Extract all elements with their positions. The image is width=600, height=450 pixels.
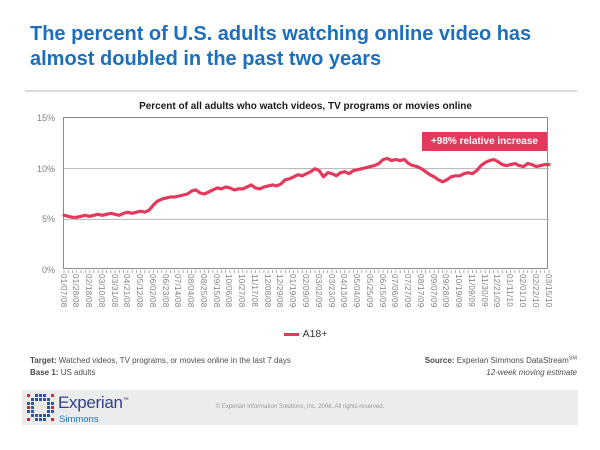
x-ticks <box>63 270 550 273</box>
source-line: Source: Experian Simmons DataStreamSM <box>425 355 577 367</box>
x-tick-label: 03/23/09 <box>326 274 336 308</box>
series-line <box>62 156 551 219</box>
target-base-note: Target: Watched videos, TV programs, or … <box>30 355 291 378</box>
x-tick-label: 12/21/09 <box>492 274 502 308</box>
x-tick-label: 12/08/08 <box>262 274 272 308</box>
x-tick-label: 09/28/09 <box>441 274 451 308</box>
x-tick-label: 02/01/10 <box>517 274 527 308</box>
chart-title: Percent of all adults who watch videos, … <box>139 101 472 112</box>
x-tick-label: 11/30/09 <box>479 274 489 307</box>
x-tick-label: 09/07/09 <box>428 274 438 308</box>
x-tick-label: 04/13/09 <box>339 274 349 308</box>
x-tick-label: 07/06/09 <box>390 274 400 308</box>
x-tick-label: 12/29/08 <box>275 274 285 308</box>
experian-wordmark: Experian™ <box>58 393 129 413</box>
title-divider <box>25 90 577 92</box>
x-tick-label: 11/17/08 <box>249 274 259 307</box>
x-tick-label: 03/15/10 <box>543 274 553 308</box>
y-tick-label: 0% <box>41 265 55 275</box>
x-tick-label: 06/02/08 <box>147 274 157 308</box>
x-tick-label: 09/15/08 <box>211 274 221 308</box>
experian-logo: Experian™ <box>27 393 129 422</box>
target-text: Watched videos, TV programs, or movies o… <box>56 356 291 365</box>
chart-legend: A18+ <box>63 328 548 340</box>
x-tick-label: 01/28/08 <box>71 274 81 308</box>
chart-canvas <box>62 156 551 273</box>
x-tick-label: 10/19/09 <box>454 274 464 308</box>
base-label: Base 1: <box>30 367 59 377</box>
experian-logo-dots-icon <box>27 394 55 422</box>
x-tick-label: 01/19/09 <box>288 274 298 308</box>
simmons-label: Simmons <box>59 414 99 425</box>
chart-plot: +98% relative increase <box>62 117 551 273</box>
legend-line-marker <box>283 332 299 336</box>
x-tick-label: 05/12/08 <box>135 274 145 308</box>
annotation-badge: +98% relative increase <box>421 132 547 151</box>
x-tick-label: 08/25/08 <box>198 274 208 308</box>
legend-label: A18+ <box>302 328 328 340</box>
base-text: US adults <box>58 367 96 377</box>
y-tick-label: 10% <box>36 163 55 174</box>
footer-bar: Experian™ Simmons © Experian Information… <box>22 390 578 425</box>
x-tick-label: 02/22/10 <box>530 274 540 308</box>
x-tick-label: 01/11/10 <box>505 274 515 307</box>
x-tick-label: 07/27/09 <box>403 274 413 308</box>
x-tick-label: 10/06/08 <box>224 274 234 308</box>
copyright-text: © Experian Information Solutions, Inc. 2… <box>215 404 385 410</box>
y-tick-label: 15% <box>36 113 55 123</box>
page-title: The percent of U.S. adults watching onli… <box>30 23 532 70</box>
x-tick-label: 10/27/08 <box>237 274 247 308</box>
x-tick-label: 05/25/09 <box>364 274 374 308</box>
x-tick-label: 01/07/08 <box>58 274 68 308</box>
x-tick-label: 08/17/09 <box>415 274 425 308</box>
x-tick-label: 04/21/08 <box>122 274 132 308</box>
target-label: Target: <box>30 356 57 365</box>
source-note: Source: Experian Simmons DataStreamSM 12… <box>425 355 577 378</box>
source-text: Experian Simmons DataStream <box>454 356 569 365</box>
source-label: Source: <box>424 356 455 365</box>
x-tick-label: 02/09/09 <box>301 274 310 308</box>
x-tick-label: 03/02/09 <box>313 274 323 308</box>
trademark-symbol: ™ <box>122 397 129 404</box>
base-note: Base 1: US adults <box>30 367 291 379</box>
x-tick-label: 03/10/08 <box>96 274 106 308</box>
source-estimate: 12-week moving estimate <box>486 367 577 377</box>
source-superscript: SM <box>568 355 577 362</box>
x-tick-label: 06/15/09 <box>377 274 387 308</box>
x-tick-label: 03/31/08 <box>109 274 119 308</box>
x-tick-label: 05/04/09 <box>352 274 362 308</box>
x-tick-label: 02/18/08 <box>84 274 94 308</box>
x-tick-label: 08/04/08 <box>186 274 196 308</box>
gridlines <box>64 168 549 220</box>
target-note: Target: Watched videos, TV programs, or … <box>30 355 291 367</box>
x-tick-label: 06/23/08 <box>160 274 170 308</box>
x-tick-label: 11/09/09 <box>466 274 476 307</box>
x-tick-label: 07/14/08 <box>173 274 183 308</box>
experian-wordmark-text: Experian <box>58 393 123 412</box>
y-tick-label: 5% <box>41 214 55 225</box>
